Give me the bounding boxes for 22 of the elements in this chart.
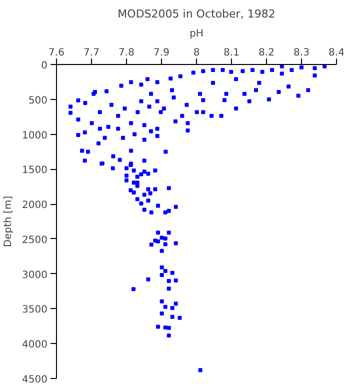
y-tick-label: 1500 <box>22 165 48 176</box>
chart-title: MODS2005 in October, 1982 <box>118 8 276 20</box>
y-tick-label: 4000 <box>22 340 48 351</box>
x-tick-label: 8.4 <box>328 48 344 58</box>
x-axis-title: pH <box>190 28 204 40</box>
x-tick-label: 8 <box>193 48 200 58</box>
x-tick-label: 7.7 <box>84 48 100 58</box>
x-tick-label: 8.1 <box>224 48 240 58</box>
y-tick-label: 2000 <box>22 200 48 212</box>
x-tick-label: 7.9 <box>154 48 170 58</box>
y-tick-label: 4500 <box>22 374 48 384</box>
x-tick-label: 8.2 <box>258 48 274 58</box>
y-axis-title: Depth [m] <box>3 196 14 248</box>
x-tick-label: 7.6 <box>48 48 64 58</box>
y-tick-label: 1000 <box>22 130 48 142</box>
y-tick-label: 500 <box>28 95 48 106</box>
y-tick-label: 3500 <box>22 304 48 316</box>
y-tick-label: 2500 <box>22 234 48 246</box>
x-tick-label: 7.8 <box>118 48 134 58</box>
y-tick-label: 3000 <box>22 270 48 281</box>
y-tick-label: 0 <box>41 60 48 72</box>
x-tick-label: 8.3 <box>294 48 310 58</box>
